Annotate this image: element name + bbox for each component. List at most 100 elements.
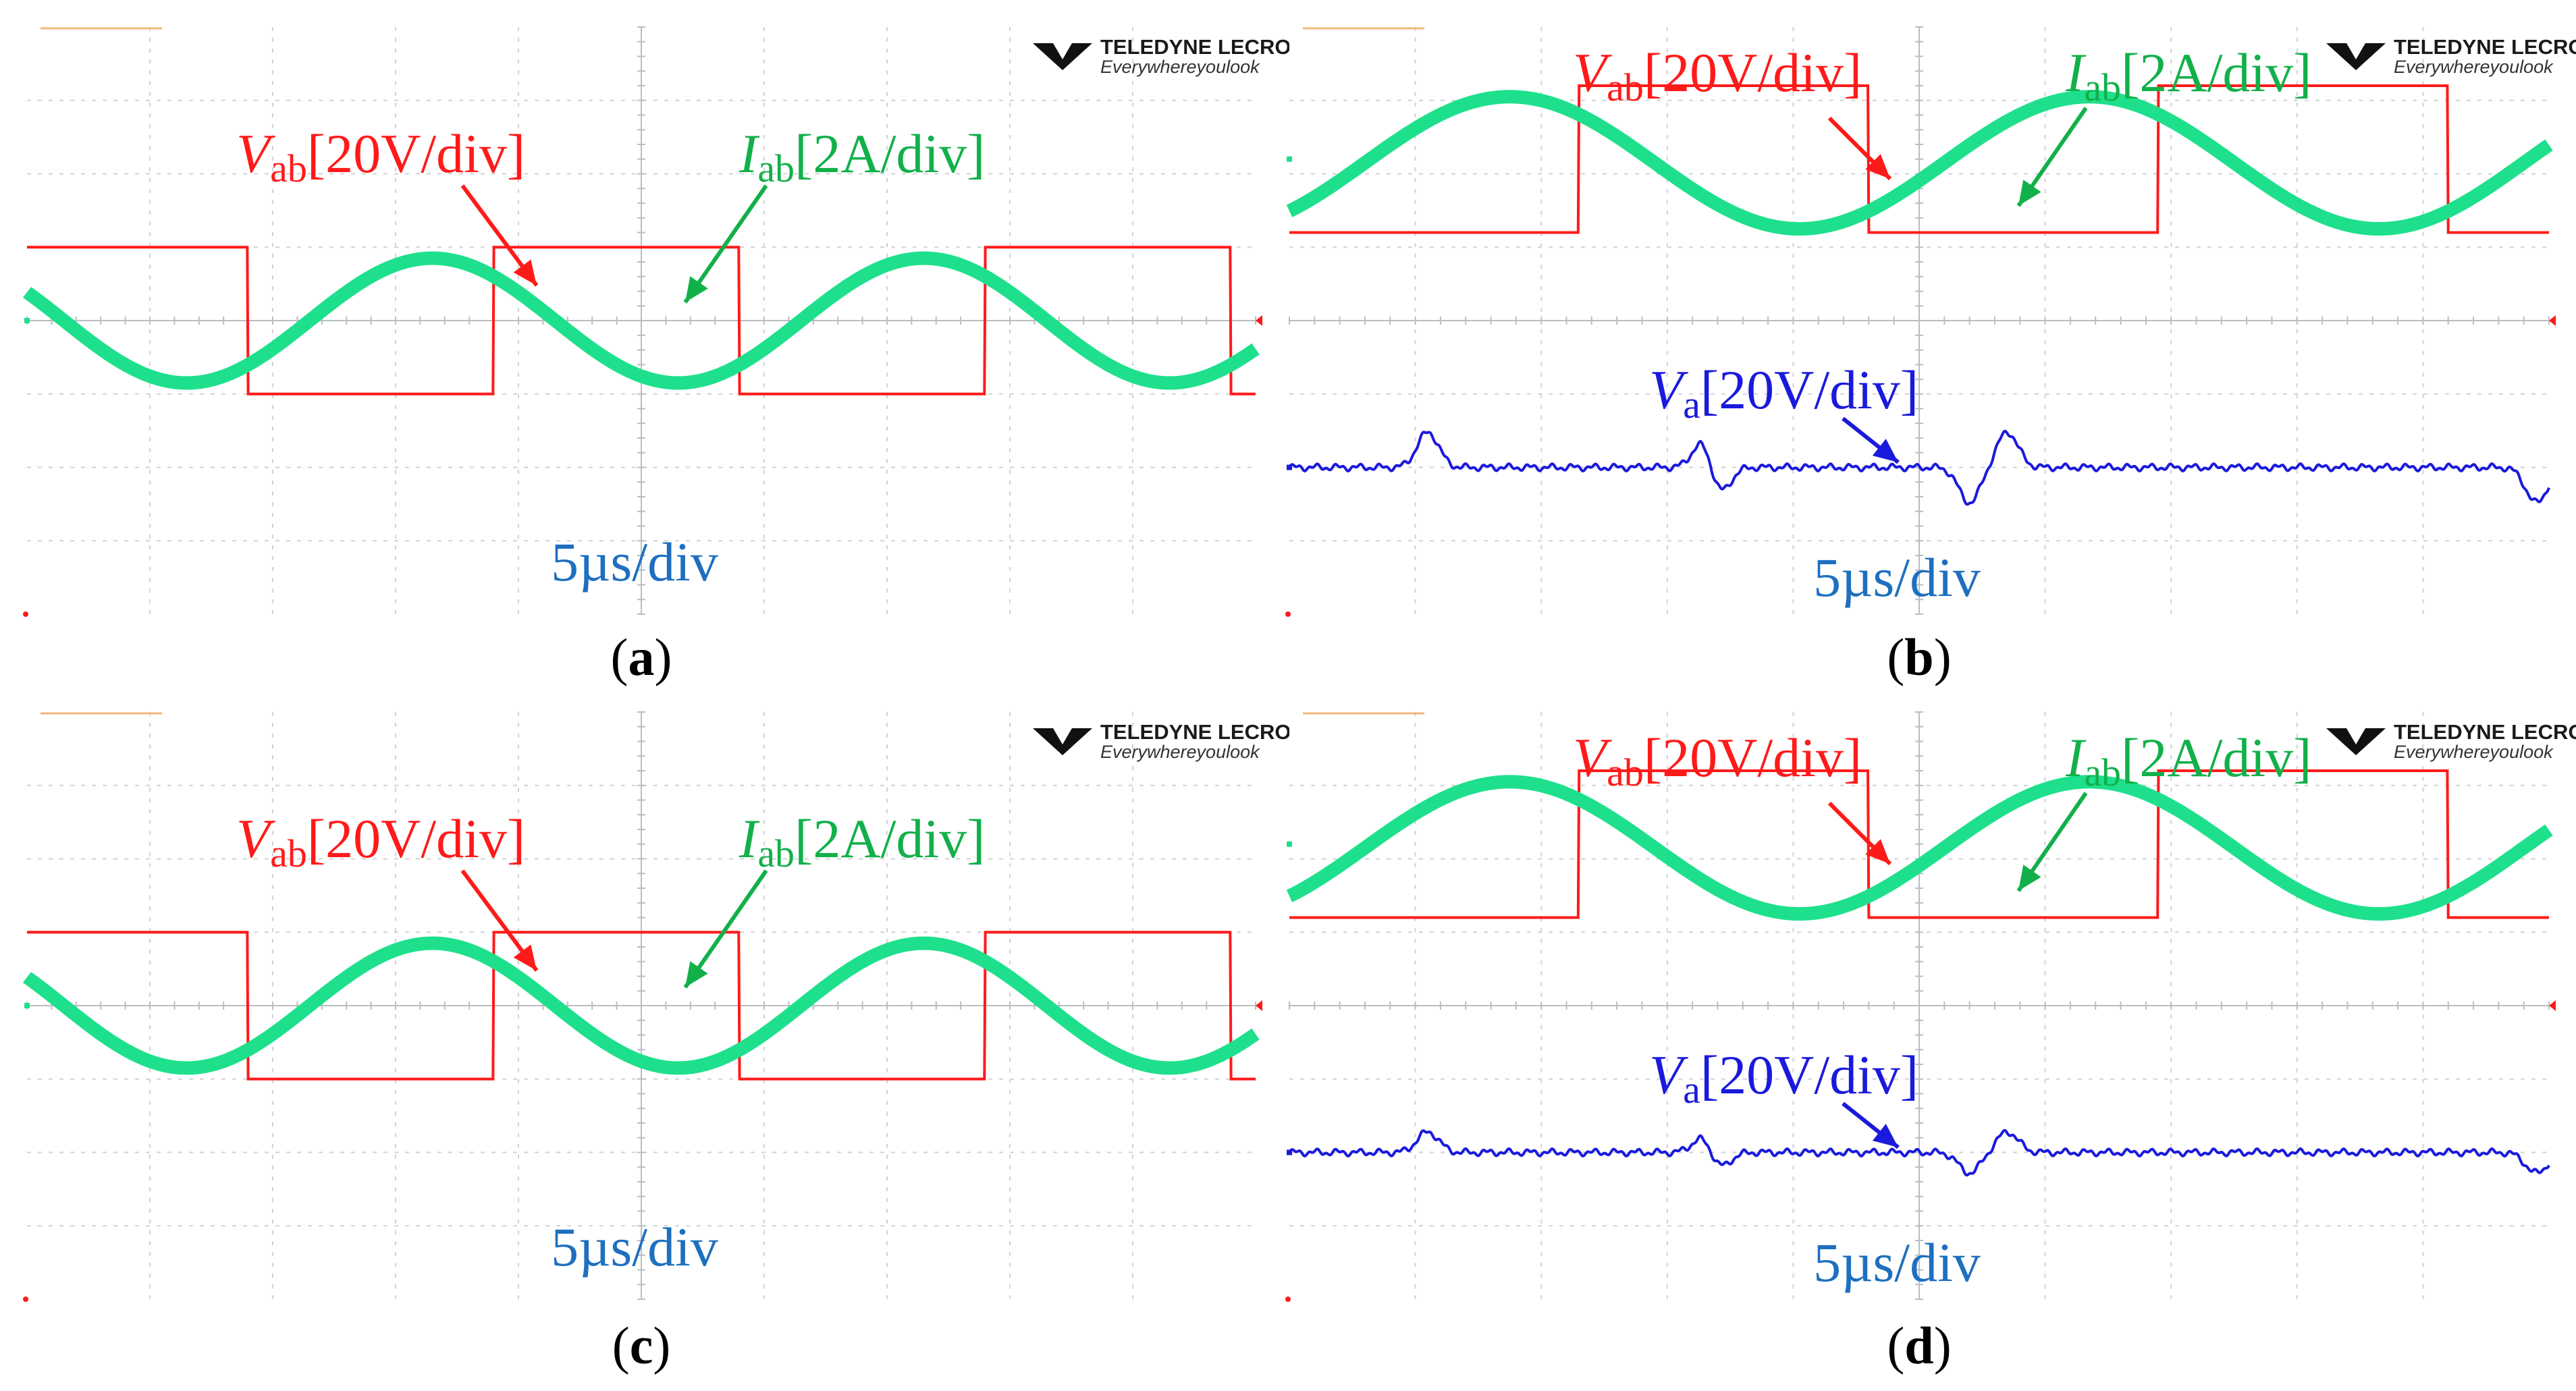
trigger-marker bbox=[1256, 315, 1262, 326]
arrow-vab-head bbox=[513, 259, 537, 285]
trace-vab bbox=[27, 931, 1256, 1081]
label-iab-symbol: I bbox=[2065, 727, 2087, 788]
arrow-vab-head bbox=[1865, 154, 1890, 179]
label-vab-subscript: ab bbox=[270, 831, 307, 875]
trigger-marker bbox=[1256, 1000, 1262, 1011]
trace-vab bbox=[1289, 769, 2549, 919]
label-iab-symbol: I bbox=[739, 808, 760, 869]
label-va-symbol: V bbox=[1649, 1044, 1688, 1106]
label-iab-symbol: I bbox=[2065, 42, 2087, 103]
label-iab-subscript: ab bbox=[2084, 751, 2121, 794]
caption-open: ( bbox=[1887, 1316, 1904, 1375]
label-vab-subscript: ab bbox=[1607, 65, 1644, 109]
ground-marker bbox=[1285, 611, 1291, 617]
caption-close: ) bbox=[655, 628, 672, 686]
trace-va bbox=[1288, 1128, 2550, 1177]
panel-caption: (c) bbox=[612, 1316, 671, 1375]
caption-close: ) bbox=[1934, 1316, 1952, 1375]
brand-tagline: Everywhereyoulook bbox=[1100, 742, 1260, 762]
arrow-iab-head bbox=[2018, 865, 2041, 891]
trigger-marker bbox=[2549, 1000, 2556, 1011]
arrow-iab-head bbox=[685, 961, 708, 987]
label-iab: Iab[2A/div] bbox=[739, 808, 985, 875]
arrow-vab bbox=[1827, 801, 1892, 866]
arrow-vab bbox=[1827, 116, 1892, 181]
label-iab-subscript: ab bbox=[757, 831, 795, 875]
ground-marker bbox=[23, 1297, 28, 1302]
label-vab-symbol: V bbox=[1573, 727, 1612, 788]
label-vab: Vab[20V/div] bbox=[236, 808, 525, 875]
label-va: Va[20V/div] bbox=[1649, 359, 1918, 427]
label-iab-scale: [2A/div] bbox=[2121, 42, 2311, 103]
panel-caption: (d) bbox=[1887, 1316, 1951, 1375]
brand-tagline: Everywhereyoulook bbox=[1100, 57, 1260, 77]
brand-name: TELEDYNE LECROY bbox=[2394, 35, 2576, 59]
ground-marker bbox=[23, 611, 28, 617]
timebase-label: 5µs/div bbox=[1813, 547, 1981, 608]
caption-letter: c bbox=[630, 1316, 653, 1375]
timebase-label: 5µs/div bbox=[551, 1216, 718, 1278]
label-va-scale: [20V/div] bbox=[1700, 359, 1918, 420]
channel-marker bbox=[1287, 156, 1292, 162]
channel-marker bbox=[1287, 464, 1292, 470]
caption-open: ( bbox=[611, 628, 628, 686]
arrow-va-head bbox=[1872, 439, 1898, 462]
ground-marker bbox=[1285, 1297, 1291, 1302]
trace-vab bbox=[1289, 84, 2549, 234]
teledyne-logo-mark bbox=[2326, 728, 2386, 755]
timebase-label: 5µs/div bbox=[1813, 1232, 1981, 1293]
label-va-symbol: V bbox=[1649, 359, 1688, 420]
arrow-vab-head bbox=[1865, 839, 1890, 864]
brand-tagline: Everywhereyoulook bbox=[2394, 57, 2554, 77]
trace-iab bbox=[1283, 775, 2555, 921]
label-vab-scale: [20V/div] bbox=[307, 123, 525, 184]
label-vab-scale: [20V/div] bbox=[1644, 727, 1862, 788]
arrow-vab bbox=[460, 184, 539, 287]
label-iab: Iab[2A/div] bbox=[739, 123, 985, 190]
arrow-va-head bbox=[1872, 1124, 1898, 1147]
label-iab-subscript: ab bbox=[2084, 65, 2121, 109]
label-iab-subscript: ab bbox=[757, 146, 795, 190]
label-iab: Iab[2A/div] bbox=[2065, 42, 2311, 109]
caption-open: ( bbox=[612, 1316, 630, 1375]
caption-open: ( bbox=[1887, 628, 1904, 686]
caption-letter: b bbox=[1904, 628, 1933, 686]
teledyne-logo-icon bbox=[2326, 43, 2386, 70]
trigger-marker bbox=[2549, 315, 2556, 326]
brand-tagline: Everywhereyoulook bbox=[2394, 742, 2554, 762]
trace-vab bbox=[27, 246, 1256, 396]
label-vab-subscript: ab bbox=[270, 146, 307, 190]
brand-name: TELEDYNE LECROY bbox=[1100, 720, 1305, 744]
trace-va bbox=[1288, 429, 2550, 506]
teledyne-logo-mark bbox=[1033, 728, 1092, 755]
label-vab-symbol: V bbox=[1573, 42, 1612, 103]
arrow-vab-head bbox=[513, 944, 537, 971]
label-iab: Iab[2A/div] bbox=[2065, 727, 2311, 794]
arrow-iab bbox=[683, 184, 768, 304]
panel-b: TELEDYNE LECROYEverywhereyoulookVab[20V/… bbox=[1283, 26, 2576, 686]
trace-iab bbox=[21, 251, 1262, 390]
teledyne-logo-icon bbox=[1033, 728, 1092, 755]
brand-name: TELEDYNE LECROY bbox=[2394, 720, 2576, 744]
arrow-va bbox=[1842, 1101, 1900, 1149]
channel-marker bbox=[1287, 841, 1292, 847]
label-va-subscript: a bbox=[1683, 383, 1700, 427]
arrow-va bbox=[1842, 416, 1900, 464]
caption-letter: d bbox=[1904, 1316, 1933, 1375]
brand-name: TELEDYNE LECROY bbox=[1100, 35, 1305, 59]
teledyne-logo-mark bbox=[1033, 43, 1092, 70]
arrow-iab bbox=[683, 869, 768, 989]
caption-letter: a bbox=[628, 628, 655, 686]
label-iab-symbol: I bbox=[739, 123, 760, 184]
arrow-iab bbox=[2016, 792, 2088, 892]
label-vab-scale: [20V/div] bbox=[1644, 42, 1862, 103]
caption-close: ) bbox=[1934, 628, 1952, 686]
panel-caption: (b) bbox=[1887, 628, 1951, 686]
trace-iab bbox=[1283, 90, 2555, 236]
arrow-vab bbox=[460, 869, 539, 972]
teledyne-logo-mark bbox=[2326, 43, 2386, 70]
trace-iab bbox=[21, 936, 1262, 1075]
arrow-iab-head bbox=[2018, 180, 2041, 206]
